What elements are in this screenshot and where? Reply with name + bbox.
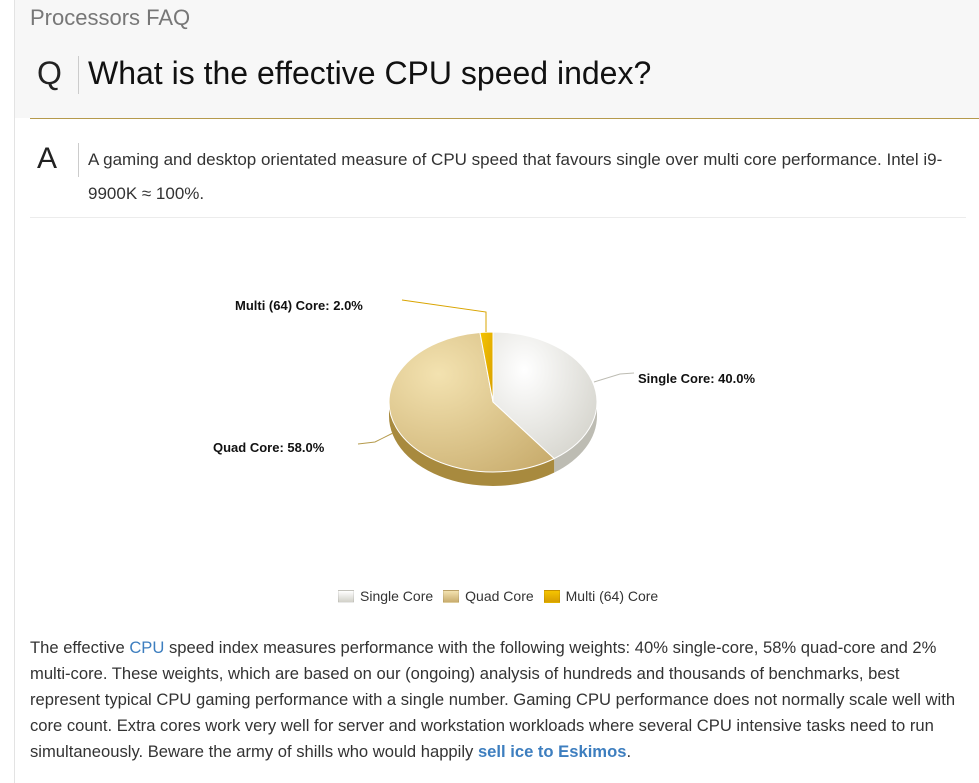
pie-connector-multi-core (401, 299, 487, 332)
pie-label-quad-core: Quad Core: 58.0% (213, 440, 325, 455)
paragraph-text-3: . (626, 742, 632, 761)
answer-text: A gaming and desktop orientated measure … (88, 150, 943, 203)
pie-slice-quad-core[interactable] (388, 332, 556, 473)
legend-item-single-core[interactable]: Single Core (338, 588, 433, 604)
pie-labels: Single Core: 40.0% Quad Core: 58.0% Multi … (213, 298, 755, 455)
pie-label-multi-core: Multi (64) Core: 2.0% (235, 298, 363, 313)
legend-swatch-multi-core (543, 589, 560, 603)
question-marker: Q (37, 55, 62, 91)
answer-divider-rule (30, 217, 966, 218)
chart-legend: Single Core Quad Core Multi (64) Core (338, 588, 668, 604)
legend-swatch-single-core (338, 589, 354, 603)
legend-swatch-quad-core (443, 589, 460, 603)
left-border (14, 0, 15, 783)
legend-label-single-core: Single Core (360, 588, 434, 604)
pie-side-quad-core (389, 402, 555, 486)
pie-slices (388, 331, 598, 473)
pie-slice-multi-core[interactable] (479, 331, 494, 403)
header-divider (30, 118, 979, 119)
question-title: What is the effective CPU speed index? (88, 55, 652, 91)
pie-connector-quad-core (357, 432, 394, 445)
pie-depth (389, 402, 597, 486)
question-divider (78, 56, 79, 94)
question-header-band (15, 0, 979, 118)
pie-chart: Single Core: 40.0% Quad Core: 58.0% Multi … (213, 298, 755, 486)
paragraph-text-1: The effective (30, 638, 130, 657)
pie-side-single-core (554, 402, 597, 473)
pie-slice-single-core[interactable] (492, 331, 598, 460)
answer-marker: A (37, 142, 58, 175)
legend-label-quad-core: Quad Core (465, 588, 534, 604)
explanation-paragraph: The effective CPU speed index measures p… (30, 635, 970, 765)
legend-label-multi-core: Multi (64) Core (565, 588, 659, 604)
pie-label-single-core: Single Core: 40.0% (638, 371, 755, 386)
legend-item-multi-core[interactable]: Multi (64) Core (543, 588, 659, 604)
paragraph-text-2: speed index measures performance with th… (30, 638, 956, 761)
pie-connector-single-core (593, 372, 635, 383)
legend-item-quad-core[interactable]: Quad Core (443, 588, 534, 604)
section-title: Processors FAQ (30, 5, 191, 30)
answer-divider (78, 143, 79, 177)
sell-ice-to-eskimos-link[interactable]: sell ice to Eskimos (477, 742, 627, 761)
cpu-link[interactable]: CPU (129, 638, 165, 657)
